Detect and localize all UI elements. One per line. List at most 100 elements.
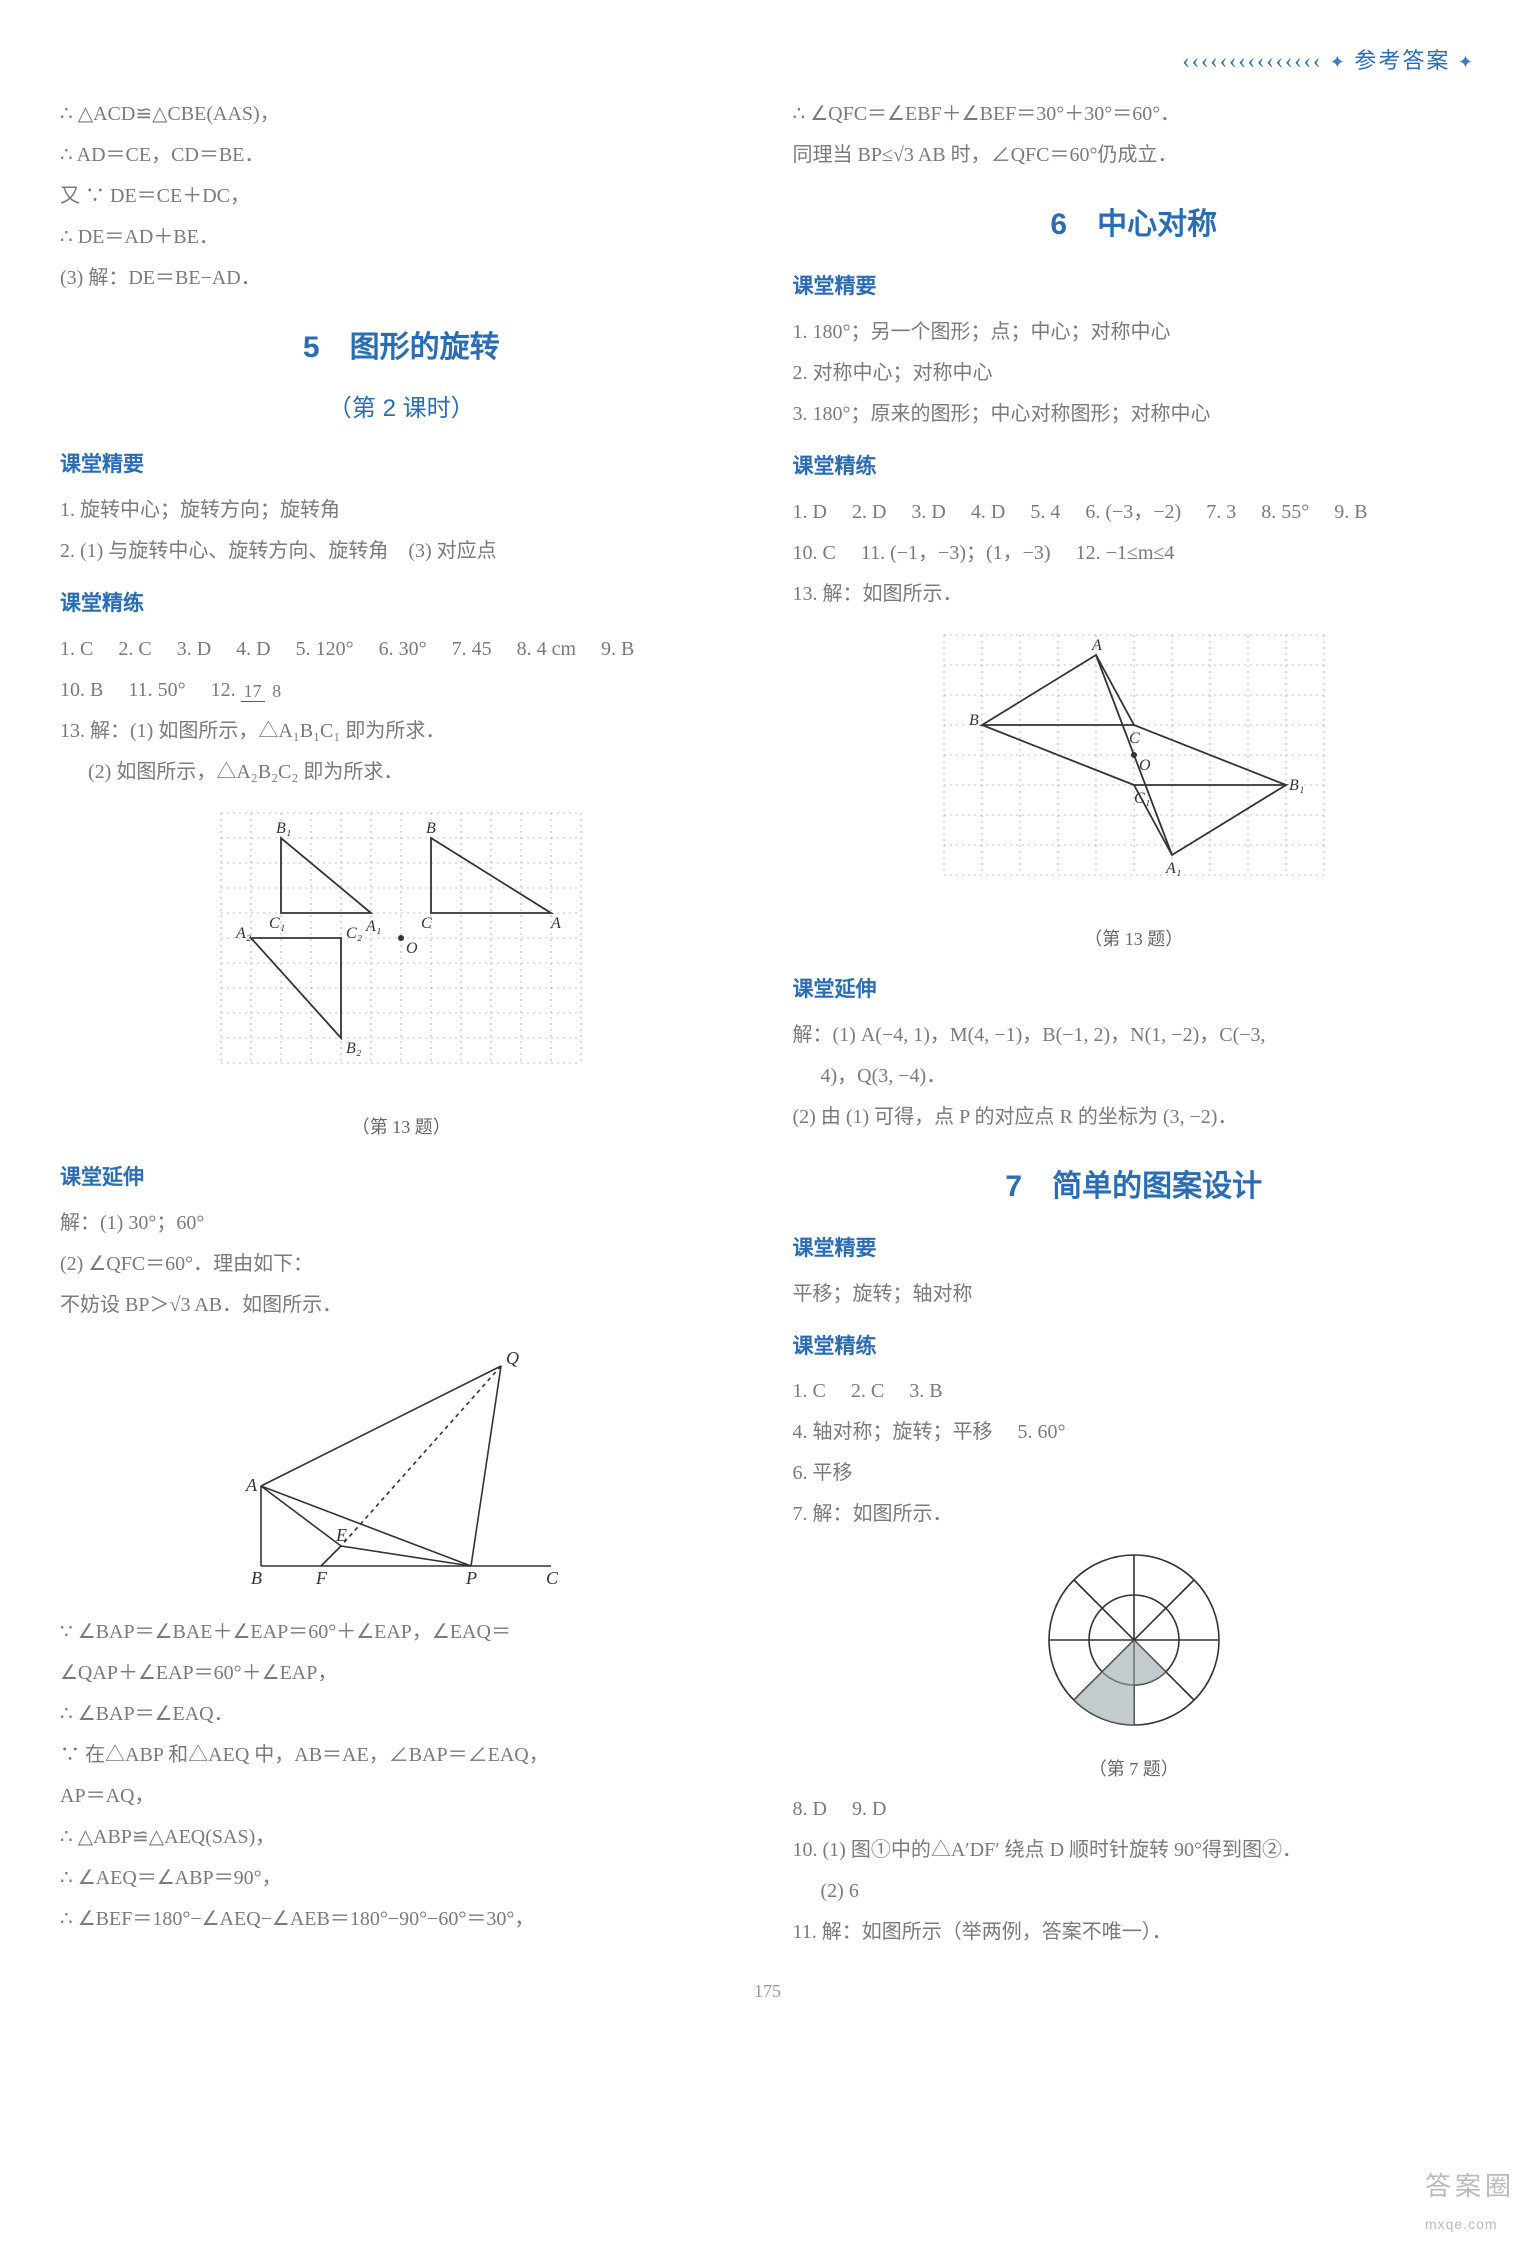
heading-jinglian: 课堂精练 xyxy=(793,447,1476,487)
figure-13-caption: （第 13 题） xyxy=(60,1110,743,1144)
cont-line: ∴ ∠QFC＝∠EBF＋∠BEF＝30°＋30°＝60°． xyxy=(793,95,1476,133)
section-5-subtitle: （第 2 课时） xyxy=(60,386,743,432)
keyao-line: 3. 180°；原来的图形；中心对称图形；对称中心 xyxy=(793,395,1476,433)
proof-line: 又 ∵ DE＝CE＋DC， xyxy=(60,177,743,215)
proof2-line: ∴ ∠BEF＝180°−∠AEQ−∠AEB＝180°−90°−60°＝30°， xyxy=(60,1900,743,1938)
frac-den: 8 xyxy=(269,681,284,701)
keyao-line: 2. 对称中心；对称中心 xyxy=(793,354,1476,392)
q10a: 10. (1) 图①中的△A′DF′ 绕点 D 顺时针旋转 90°得到图②． xyxy=(793,1831,1476,1869)
left-column: ∴ △ACD≌△CBE(AAS)， ∴ AD＝CE，CD＝BE． 又 ∵ DE＝… xyxy=(60,92,743,1954)
header-label: 参考答案 xyxy=(1354,48,1450,73)
svg-text:B: B xyxy=(426,820,436,837)
ys-line: (2) 由 (1) 可得，点 P 的对应点 R 的坐标为 (3, −2)． xyxy=(793,1098,1476,1136)
watermark-text: 答案圈 xyxy=(1425,2162,1515,2211)
ans: 3. D xyxy=(177,638,211,660)
svg-text:F: F xyxy=(315,1568,328,1588)
svg-text:C: C xyxy=(421,915,432,932)
section-6-title: 6 中心对称 xyxy=(793,196,1476,253)
proof2-line: ∵ ∠BAP＝∠BAE＋∠EAP＝60°＋∠EAP，∠EAQ＝ xyxy=(60,1613,743,1651)
proof2-line: ∠QAP＋∠EAP＝60°＋∠EAP， xyxy=(60,1654,743,1692)
svg-text:B: B xyxy=(251,1568,262,1588)
ans: 6. 30° xyxy=(379,638,427,660)
figure-13-right: A B C O C₁ B₁ A₁ xyxy=(793,625,1476,918)
svg-text:E: E xyxy=(335,1525,347,1545)
q13b: (2) 如图所示，△A₂B₂C₂ 即为所求． xyxy=(60,753,743,791)
frac-num: 17 xyxy=(241,681,265,702)
ans: 6. (−3，−2) xyxy=(1085,501,1181,523)
ans: 10. B xyxy=(60,679,103,701)
ys-line: 解：(1) 30°；60° xyxy=(60,1204,743,1242)
heading-keyao: 课堂精要 xyxy=(60,445,743,485)
ans: 11. 50° xyxy=(128,679,185,701)
ans: 4. 轴对称；旋转；平移 xyxy=(793,1421,993,1443)
keyao-line: 2. (1) 与旋转中心、旋转方向、旋转角 (3) 对应点 xyxy=(60,532,743,570)
ans: 5. 60° xyxy=(1018,1421,1066,1443)
svg-text:A₂: A₂ xyxy=(235,925,252,942)
ans: 8. 4 cm xyxy=(517,638,576,660)
svg-text:A: A xyxy=(1091,637,1102,654)
svg-text:B₁: B₁ xyxy=(1289,777,1304,794)
proof-line: ∴ DE＝AD＋BE． xyxy=(60,218,743,256)
ans: 9. B xyxy=(601,638,634,660)
svg-text:B: B xyxy=(969,712,979,729)
figure-13-left: B₁C₁A₁ BCA A₂C₂B₂ O xyxy=(60,803,743,1106)
page-columns: ∴ △ACD≌△CBE(AAS)， ∴ AD＝CE，CD＝BE． 又 ∵ DE＝… xyxy=(60,92,1475,1954)
svg-text:A₁: A₁ xyxy=(365,918,381,935)
ans: 12. −1≤m≤4 xyxy=(1076,542,1175,564)
proof-line: ∴ △ACD≌△CBE(AAS)， xyxy=(60,95,743,133)
figure-triangle-q: AB FE PC Q xyxy=(60,1336,743,1609)
heading-keyao: 课堂精要 xyxy=(793,1229,1476,1269)
ans: 11. (−1，−3)；(1，−3) xyxy=(861,542,1051,564)
ans: 10. C xyxy=(793,542,836,564)
keyao-line: 1. 旋转中心；旋转方向；旋转角 xyxy=(60,491,743,529)
ans: 1. C xyxy=(60,638,93,660)
header-chevrons: ‹‹‹‹‹‹‹‹‹‹‹‹‹‹‹ xyxy=(1182,48,1322,73)
answer-row: 1. D 2. D 3. D 4. D 5. 4 6. (−3，−2) 7. 3… xyxy=(793,493,1476,531)
figure-7-caption: （第 7 题） xyxy=(793,1752,1476,1786)
star-icon: ✦ xyxy=(1330,45,1347,79)
ans: 9. B xyxy=(1334,501,1367,523)
svg-text:C₁: C₁ xyxy=(1134,790,1150,807)
cont-line: 同理当 BP≤√3 AB 时，∠QFC＝60°仍成立． xyxy=(793,136,1476,174)
ans: 2. D xyxy=(852,501,886,523)
fraction: 17 8 xyxy=(241,682,285,702)
ans: 7. 3 xyxy=(1206,501,1236,523)
proof-line: (3) 解：DE＝BE−AD． xyxy=(60,259,743,297)
ans: 4. D xyxy=(236,638,270,660)
q13a: 13. 解：(1) 如图所示，△A₁B₁C₁ 即为所求． xyxy=(60,712,743,750)
ans: 9. D xyxy=(852,1798,886,1820)
q11: 11. 解：如图所示（举两例，答案不唯一）． xyxy=(793,1913,1476,1951)
watermark: 答案圈 mxqe.com xyxy=(1425,2162,1515,2238)
proof2-line: ∴ ∠BAP＝∠EAQ． xyxy=(60,1695,743,1733)
answer-row: 7. 解：如图所示． xyxy=(793,1495,1476,1533)
ys-line: 4)，Q(3, −4)． xyxy=(793,1057,1476,1095)
ys-line: (2) ∠QFC＝60°．理由如下： xyxy=(60,1245,743,1283)
ans: 1. C xyxy=(793,1380,826,1402)
ans: 5. 120° xyxy=(296,638,354,660)
section-7-title: 7 简单的图案设计 xyxy=(793,1158,1476,1215)
answer-row: 1. C 2. C 3. B xyxy=(793,1372,1476,1410)
svg-text:C₁: C₁ xyxy=(269,915,285,932)
proof2-line: AP＝AQ， xyxy=(60,1777,743,1815)
svg-text:C: C xyxy=(546,1568,559,1588)
heading-keyao: 课堂精要 xyxy=(793,267,1476,307)
ans: 2. C xyxy=(851,1380,884,1402)
section-5-title: 5 图形的旋转 xyxy=(60,319,743,376)
ans: 4. D xyxy=(971,501,1005,523)
svg-text:O: O xyxy=(406,940,418,957)
keyao-line: 1. 180°；另一个图形；点；中心；对称中心 xyxy=(793,313,1476,351)
q13: 13. 解：如图所示． xyxy=(793,575,1476,613)
heading-jinglian: 课堂精练 xyxy=(60,584,743,624)
ans: 3. D xyxy=(911,501,945,523)
star-icon: ✦ xyxy=(1458,45,1475,79)
svg-text:O: O xyxy=(1139,757,1151,774)
ys-line: 不妨设 BP＞√3 AB．如图所示． xyxy=(60,1286,743,1324)
svg-text:Q: Q xyxy=(506,1348,519,1368)
svg-text:A₁: A₁ xyxy=(1165,860,1181,877)
ans: 8. D xyxy=(793,1798,827,1820)
ans: 1. D xyxy=(793,501,827,523)
page-number: 175 xyxy=(60,1974,1475,2008)
svg-text:C: C xyxy=(1129,730,1140,747)
heading-yanshen: 课堂延伸 xyxy=(60,1158,743,1198)
q10b: (2) 6 xyxy=(793,1872,1476,1910)
